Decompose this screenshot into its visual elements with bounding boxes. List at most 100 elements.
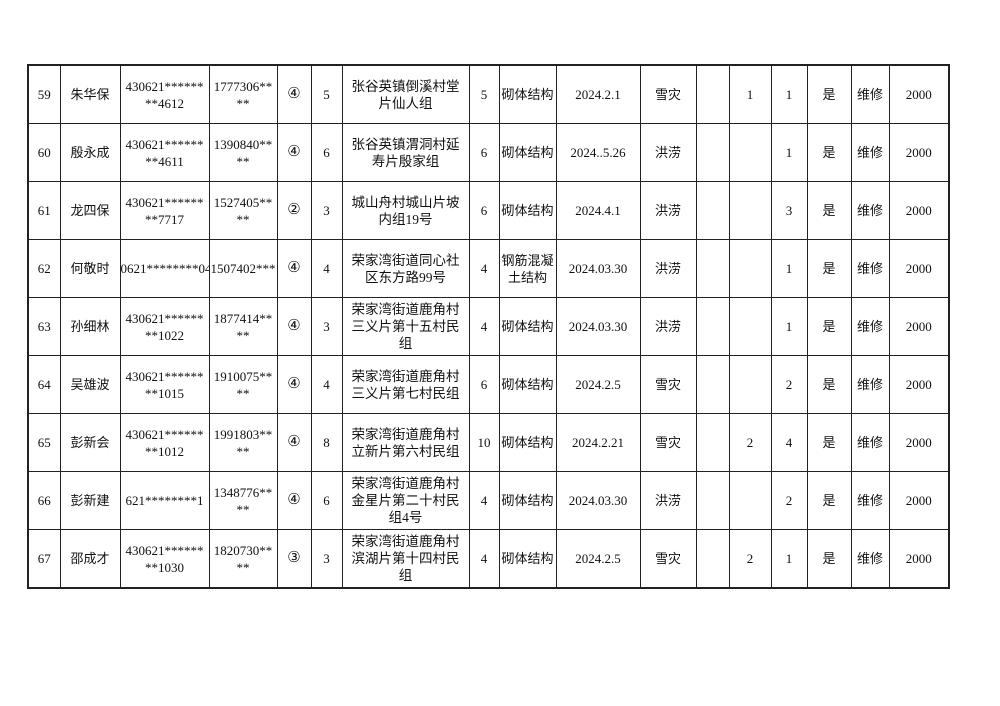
table-row: 64 吴雄波 430621********1015 1910075**** ④ 4 荣家湾街… xyxy=(27,355,950,414)
cell-amount: 2000 xyxy=(888,471,950,530)
cell-count-b: 2 xyxy=(770,355,808,414)
table-row: 65 彭新会 430621********1012 1991803**** ④ 8 荣家湾街… xyxy=(27,413,950,472)
cell-disaster-type: 雪灾 xyxy=(639,64,697,124)
cell-count-a xyxy=(728,181,772,240)
cell-structure: 砌体结构 xyxy=(498,64,557,124)
cell-name: 孙细林 xyxy=(59,297,121,356)
table-row: 63 孙细林 430621********1022 1877414**** ④ 3 荣家湾街… xyxy=(27,297,950,356)
cell-category: ② xyxy=(276,181,312,240)
cell-structure: 砌体结构 xyxy=(498,471,557,530)
cell-category: ④ xyxy=(276,64,312,124)
cell-disaster-type: 雪灾 xyxy=(639,355,697,414)
cell-count-b: 1 xyxy=(770,123,808,182)
cell-name: 殷永成 xyxy=(59,123,121,182)
cell-amount: 2000 xyxy=(888,123,950,182)
cell-id-number: 430621********7717 xyxy=(119,181,210,240)
cell-name: 邵成才 xyxy=(59,529,121,589)
table-row: 66 彭新建 621********1 1348776**** ④ 6 荣家湾街道鹿角村金星… xyxy=(27,471,950,530)
cell-room-count: 6 xyxy=(468,123,500,182)
cell-count-b: 1 xyxy=(770,64,808,124)
cell-count-a: 2 xyxy=(728,413,772,472)
cell-household-size: 6 xyxy=(310,471,343,530)
cell-household-size: 3 xyxy=(310,529,343,589)
cell-disaster-type: 雪灾 xyxy=(639,529,697,589)
cell-disaster-type: 洪涝 xyxy=(639,239,697,298)
cell-confirmed: 是 xyxy=(806,239,852,298)
cell-room-count: 5 xyxy=(468,64,500,124)
cell-name: 彭新会 xyxy=(59,413,121,472)
cell-row-number: 67 xyxy=(27,529,61,589)
cell-amount: 2000 xyxy=(888,181,950,240)
cell-address: 张谷英镇渭洞村延寿片殷家组 xyxy=(341,123,470,182)
cell-count-b: 2 xyxy=(770,471,808,530)
cell-phone: 1507402*** xyxy=(208,239,278,298)
cell-blank-a xyxy=(695,239,730,298)
table-row: 59 朱华保 430621********4612 1777306**** ④ 5 张谷英镇… xyxy=(27,64,950,124)
cell-row-number: 59 xyxy=(27,64,61,124)
cell-amount: 2000 xyxy=(888,64,950,124)
cell-blank-a xyxy=(695,529,730,589)
cell-count-b: 1 xyxy=(770,297,808,356)
cell-room-count: 4 xyxy=(468,529,500,589)
cell-disaster-date: 2024.2.5 xyxy=(555,529,641,589)
cell-phone: 1348776**** xyxy=(208,471,278,530)
cell-confirmed: 是 xyxy=(806,355,852,414)
cell-amount: 2000 xyxy=(888,239,950,298)
cell-confirmed: 是 xyxy=(806,181,852,240)
cell-room-count: 4 xyxy=(468,297,500,356)
table-row: 67 邵成才 430621********1030 1820730**** ③ 3 荣家湾街… xyxy=(27,529,950,589)
cell-blank-a xyxy=(695,64,730,124)
cell-amount: 2000 xyxy=(888,413,950,472)
cell-disaster-date: 2024.2.1 xyxy=(555,64,641,124)
cell-category: ④ xyxy=(276,471,312,530)
cell-address: 荣家湾街道鹿角村金星片第二十村民组4号 xyxy=(341,471,470,530)
cell-phone: 1991803**** xyxy=(208,413,278,472)
cell-structure: 钢筋混凝土结构 xyxy=(498,239,557,298)
cell-blank-a xyxy=(695,181,730,240)
cell-treatment: 维修 xyxy=(850,239,890,298)
cell-count-a: 2 xyxy=(728,529,772,589)
cell-id-number: 621********1 xyxy=(119,471,210,530)
cell-id-number: 430621********1022 xyxy=(119,297,210,356)
cell-structure: 砌体结构 xyxy=(498,529,557,589)
cell-row-number: 66 xyxy=(27,471,61,530)
cell-category: ④ xyxy=(276,413,312,472)
cell-disaster-type: 雪灾 xyxy=(639,413,697,472)
cell-count-a xyxy=(728,355,772,414)
cell-name: 龙四保 xyxy=(59,181,121,240)
table-row: 60 殷永成 430621********4611 1390840**** ④ 6 张谷英镇… xyxy=(27,123,950,182)
cell-count-b: 4 xyxy=(770,413,808,472)
cell-disaster-type: 洪涝 xyxy=(639,297,697,356)
cell-treatment: 维修 xyxy=(850,471,890,530)
cell-address: 城山舟村城山片坡内组19号 xyxy=(341,181,470,240)
cell-structure: 砌体结构 xyxy=(498,413,557,472)
cell-count-a xyxy=(728,239,772,298)
cell-household-size: 5 xyxy=(310,64,343,124)
cell-phone: 1527405**** xyxy=(208,181,278,240)
cell-row-number: 62 xyxy=(27,239,61,298)
cell-row-number: 61 xyxy=(27,181,61,240)
cell-address: 荣家湾街道鹿角村滨湖片第十四村民组 xyxy=(341,529,470,589)
cell-treatment: 维修 xyxy=(850,413,890,472)
cell-phone: 1910075**** xyxy=(208,355,278,414)
cell-row-number: 63 xyxy=(27,297,61,356)
cell-room-count: 6 xyxy=(468,181,500,240)
cell-confirmed: 是 xyxy=(806,413,852,472)
cell-address: 张谷英镇倒溪村堂片仙人组 xyxy=(341,64,470,124)
cell-household-size: 3 xyxy=(310,297,343,356)
table-row: 61 龙四保 430621********7717 1527405**** ② 3 城山舟村… xyxy=(27,181,950,240)
household-damage-table: 59 朱华保 430621********4612 1777306**** ④ 5 张谷英镇… xyxy=(27,64,950,589)
table-row: 62 何敬时 0621********04 1507402*** ④ 4 荣家湾街道同心社区… xyxy=(27,239,950,298)
cell-room-count: 10 xyxy=(468,413,500,472)
cell-id-number: 430621********1030 xyxy=(119,529,210,589)
cell-name: 朱华保 xyxy=(59,64,121,124)
cell-category: ③ xyxy=(276,529,312,589)
cell-treatment: 维修 xyxy=(850,181,890,240)
cell-confirmed: 是 xyxy=(806,471,852,530)
cell-category: ④ xyxy=(276,239,312,298)
cell-household-size: 4 xyxy=(310,355,343,414)
cell-id-number: 430621********4612 xyxy=(119,64,210,124)
cell-name: 吴雄波 xyxy=(59,355,121,414)
cell-confirmed: 是 xyxy=(806,297,852,356)
cell-address: 荣家湾街道鹿角村三义片第十五村民组 xyxy=(341,297,470,356)
